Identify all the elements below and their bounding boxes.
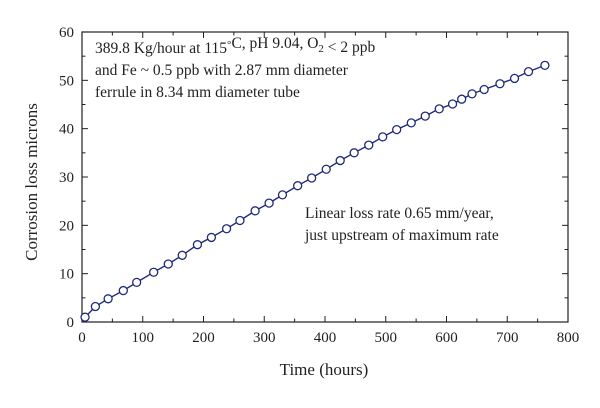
x-tick-label: 0	[78, 330, 86, 346]
data-point	[206, 232, 217, 243]
data-point	[306, 173, 317, 183]
y-tick-label: 50	[59, 73, 74, 89]
data-point	[321, 164, 331, 174]
data-point	[250, 206, 260, 216]
data-point	[118, 285, 128, 296]
data-point	[335, 155, 345, 166]
x-tick-label: 200	[192, 330, 215, 346]
y-tick-label: 60	[59, 25, 74, 41]
data-point	[235, 215, 245, 226]
data-point	[90, 301, 101, 312]
data-point	[80, 312, 90, 322]
data-point	[177, 250, 187, 260]
annotation-text: C, pH 9.04, O	[231, 35, 318, 52]
data-point	[467, 89, 477, 99]
annotation-line: Linear loss rate 0.65 mm/year,	[305, 205, 494, 222]
axis-tick-labels: 0 100 200 300 400 500 600 700 800 0 10 20 30 40 50 60	[59, 25, 579, 346]
x-axis-title: Time (hours)	[280, 360, 369, 379]
data-point	[132, 277, 142, 288]
y-tick-label: 20	[59, 218, 74, 234]
annotation-text: ferrule in 8.34 mm diameter tube	[95, 84, 300, 101]
series-line	[84, 64, 546, 318]
annotation-text: and Fe ~ 0.5 ppb with 2.87 mm diameter	[95, 62, 349, 79]
superscript-text: °	[227, 39, 231, 51]
data-point	[447, 99, 458, 109]
axis-ticks	[81, 31, 569, 323]
data-point	[163, 259, 173, 269]
data-point	[277, 190, 288, 200]
subscript-text: 2	[318, 43, 324, 55]
y-tick-label: 0	[67, 315, 75, 331]
x-tick-label: 400	[314, 330, 337, 346]
data-point	[293, 181, 303, 191]
y-axis-title: Corrosion loss microns	[22, 103, 41, 261]
y-tick-label: 10	[59, 267, 74, 283]
annotation-block: Linear loss rate 0.65 mm/year, just upstr…	[304, 205, 499, 244]
annotation-text: 389.8 Kg/hour at 115	[95, 40, 227, 57]
y-tick-label: 40	[59, 122, 74, 138]
annotation-line: and Fe ~ 0.5 ppb with 2.87 mm diameter	[95, 62, 349, 79]
annotation-line: 389.8 Kg/hour at 115°C, pH 9.04, O2 < 2 …	[95, 35, 376, 57]
data-point	[264, 198, 274, 208]
annotation-line: ferrule in 8.34 mm diameter tube	[95, 84, 300, 101]
data-point	[103, 294, 113, 304]
data-point	[406, 118, 416, 128]
data-point	[192, 240, 203, 250]
data-point	[479, 84, 489, 95]
x-tick-label: 300	[253, 330, 276, 346]
annotation-text: Linear loss rate 0.65 mm/year,	[305, 205, 494, 222]
annotation-line: just upstream of maximum rate	[304, 227, 499, 244]
data-point	[149, 267, 159, 277]
data-point	[457, 94, 467, 104]
annotation-text: < 2 ppb	[324, 39, 376, 56]
data-point	[509, 73, 520, 84]
x-tick-label: 100	[132, 330, 155, 346]
x-tick-label: 800	[557, 330, 580, 346]
data-point	[420, 111, 430, 121]
data-point	[349, 148, 359, 158]
annotation-block: 389.8 Kg/hour at 115°C, pH 9.04, O2 < 2 …	[95, 35, 376, 101]
data-point	[221, 224, 232, 234]
data-point	[523, 66, 534, 77]
x-tick-label: 500	[375, 330, 398, 346]
data-point	[495, 79, 505, 89]
annotations: 389.8 Kg/hour at 115°C, pH 9.04, O2 < 2 …	[95, 35, 499, 244]
data-point	[378, 132, 388, 142]
data-point	[434, 104, 444, 114]
data-series	[80, 60, 550, 322]
data-point	[540, 60, 550, 70]
x-tick-label: 600	[435, 330, 458, 346]
annotation-text: just upstream of maximum rate	[304, 227, 499, 244]
data-point	[392, 124, 402, 135]
data-point	[364, 140, 374, 150]
x-tick-label: 700	[496, 330, 519, 346]
y-tick-label: 30	[59, 170, 74, 186]
